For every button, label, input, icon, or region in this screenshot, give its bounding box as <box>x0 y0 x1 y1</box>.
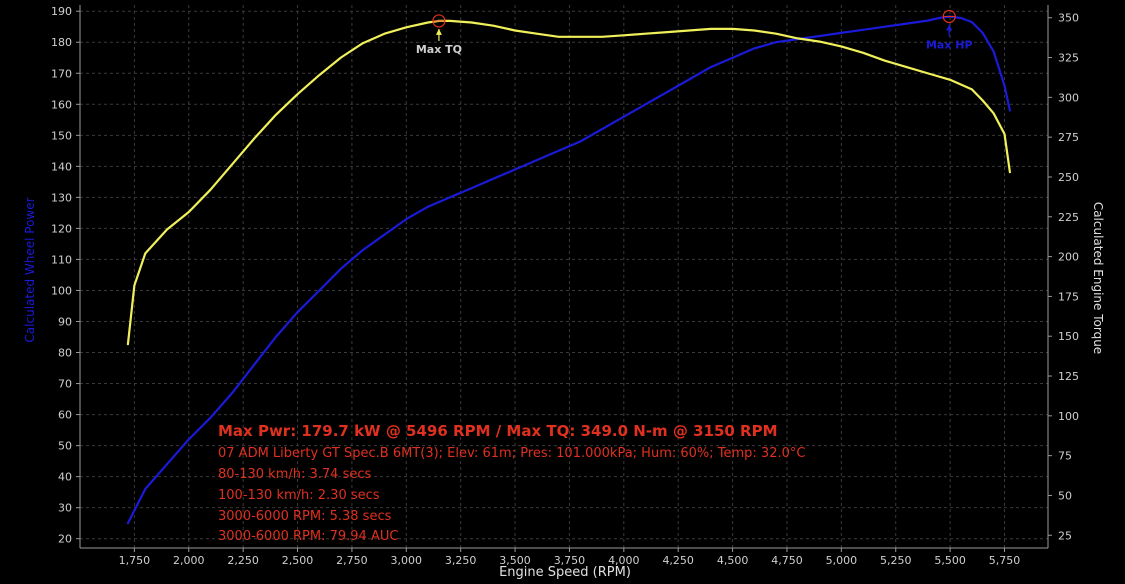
x-tick-label: 5,250 <box>880 554 912 567</box>
summary-line: 80-130 km/h: 3.74 secs <box>218 467 371 482</box>
left-tick-label: 100 <box>51 284 72 297</box>
power-series-line <box>126 15 1012 525</box>
right-tick-label: 175 <box>1058 290 1079 303</box>
series-lines <box>126 15 1012 525</box>
x-tick-label: 2,250 <box>227 554 259 567</box>
right-tick-label: 325 <box>1058 52 1079 65</box>
right-tick-label: 150 <box>1058 330 1079 343</box>
x-tick-label: 4,250 <box>662 554 694 567</box>
summary-annotation: Max Pwr: 179.7 kW @ 5496 RPM / Max TQ: 3… <box>218 422 805 544</box>
left-tick-label: 160 <box>51 98 72 111</box>
summary-line: 100-130 km/h: 2.30 secs <box>218 488 380 503</box>
left-tick-label: 190 <box>51 5 72 18</box>
right-tick-label: 350 <box>1058 12 1079 25</box>
left-tick-label: 150 <box>51 129 72 142</box>
right-tick-label: 300 <box>1058 91 1079 104</box>
x-tick-label: 3,750 <box>554 554 586 567</box>
left-tick-label: 140 <box>51 160 72 173</box>
left-tick-label: 170 <box>51 67 72 80</box>
grid <box>80 5 1048 548</box>
x-tick-label: 2,000 <box>173 554 205 567</box>
x-tick-label: 5,000 <box>826 554 858 567</box>
left-tick-label: 70 <box>58 378 72 391</box>
left-tick-label: 50 <box>58 440 72 453</box>
x-tick-label: 5,750 <box>989 554 1021 567</box>
x-tick-label: 1,750 <box>119 554 151 567</box>
peak-marker-label: Max TQ <box>416 43 462 56</box>
left-tick-label: 180 <box>51 36 72 49</box>
right-axis-ticks: 25 50 75 100 125 150 175 200 225 250 275 300 325 350 <box>1048 12 1079 542</box>
summary-headline: Max Pwr: 179.7 kW @ 5496 RPM / Max TQ: 3… <box>218 422 778 440</box>
right-tick-label: 225 <box>1058 211 1079 224</box>
axes <box>79 5 1049 549</box>
peak-marker-arrowhead <box>435 28 442 35</box>
summary-line: 3000-6000 RPM: 79.94 AUC <box>218 529 398 544</box>
left-tick-label: 110 <box>51 253 72 266</box>
x-tick-label: 4,500 <box>717 554 749 567</box>
left-tick-label: 40 <box>58 471 72 484</box>
right-tick-label: 100 <box>1058 410 1079 423</box>
right-axis-title: Calculated Engine Torque <box>1091 202 1105 354</box>
right-tick-label: 50 <box>1058 489 1072 502</box>
x-tick-label: 4,750 <box>771 554 803 567</box>
peak-marker-arrowhead <box>946 24 953 31</box>
left-tick-label: 130 <box>51 191 72 204</box>
x-tick-label: 3,250 <box>445 554 477 567</box>
right-tick-label: 25 <box>1058 529 1072 542</box>
right-tick-label: 250 <box>1058 171 1079 184</box>
x-axis-title: Engine Speed (RPM) <box>499 565 631 580</box>
peak-marker-label: Max HP <box>926 38 973 51</box>
left-tick-label: 60 <box>58 409 72 422</box>
x-tick-label: 3,000 <box>391 554 423 567</box>
summary-line: 07 ADM Liberty GT Spec.B 6MT(3); Elev: 6… <box>218 446 805 461</box>
x-tick-label: 4,000 <box>608 554 640 567</box>
x-tick-label: 2,750 <box>336 554 368 567</box>
left-axis-ticks: 20 30 40 50 60 70 80 90 100 110 120 130 140 150 160 170… <box>51 5 80 546</box>
right-tick-label: 275 <box>1058 131 1079 144</box>
left-tick-label: 90 <box>58 315 72 328</box>
x-tick-label: 5,500 <box>934 554 966 567</box>
left-tick-label: 30 <box>58 502 72 515</box>
right-tick-label: 75 <box>1058 450 1072 463</box>
left-tick-label: 120 <box>51 222 72 235</box>
left-tick-label: 20 <box>58 533 72 546</box>
x-tick-label: 3,500 <box>499 554 531 567</box>
torque-series-line <box>126 19 1012 346</box>
right-tick-label: 200 <box>1058 251 1079 264</box>
peak-markers: Max TQ Max HP <box>416 9 973 56</box>
left-axis-title: Calculated Wheel Power <box>23 197 37 342</box>
left-tick-label: 80 <box>58 347 72 360</box>
x-axis-ticks: 1,750 2,000 2,250 2,500 2,750 3,000 3,250 3,500… <box>119 548 1021 567</box>
right-tick-label: 125 <box>1058 370 1079 383</box>
summary-line: 3000-6000 RPM: 5.38 secs <box>218 509 392 524</box>
x-tick-label: 2,500 <box>282 554 314 567</box>
